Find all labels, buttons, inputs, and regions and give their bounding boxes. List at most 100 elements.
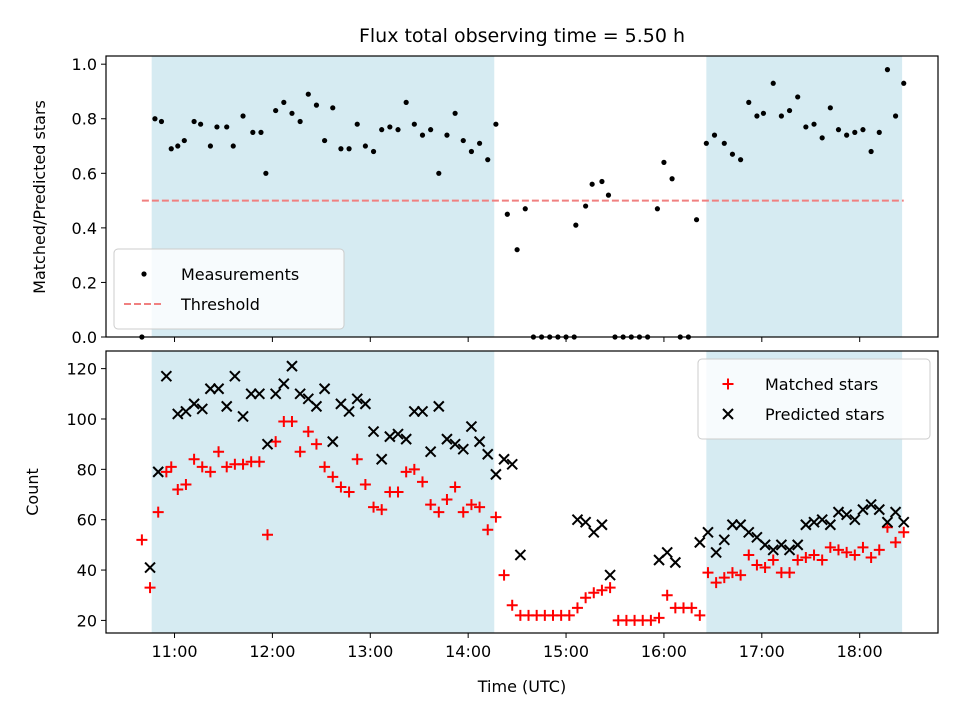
data-point xyxy=(278,378,290,390)
data-point xyxy=(751,559,763,571)
data-point xyxy=(158,118,165,125)
data-point xyxy=(286,360,298,372)
data-point xyxy=(746,99,752,105)
data-point xyxy=(784,567,796,579)
data-point xyxy=(811,121,817,127)
data-point xyxy=(803,124,809,130)
data-point xyxy=(302,426,314,438)
data-point xyxy=(240,113,246,119)
data-point xyxy=(579,516,592,528)
data-point xyxy=(849,549,861,561)
data-point xyxy=(188,453,200,465)
data-point xyxy=(844,132,850,138)
ratio-panel: 0.0 0.2 0.4 0.6 0.8 1.0 Measurements Threshold xyxy=(72,55,939,347)
data-point xyxy=(230,143,236,149)
legend-label: Threshold xyxy=(180,295,260,314)
data-point xyxy=(172,408,184,420)
data-point xyxy=(319,461,331,473)
data-point xyxy=(416,405,429,418)
legend: Matched stars Predicted stars xyxy=(697,358,931,440)
axes-frame xyxy=(105,350,939,634)
data-point xyxy=(457,443,469,455)
data-point xyxy=(221,461,233,473)
data-point xyxy=(214,124,220,130)
data-point xyxy=(702,567,714,579)
data-point xyxy=(693,217,700,223)
data-point xyxy=(289,110,295,116)
data-point xyxy=(400,433,412,445)
data-point xyxy=(824,519,837,531)
data-point xyxy=(901,80,907,86)
data-point xyxy=(754,113,760,119)
x-tick-label: 13:00 xyxy=(347,642,393,661)
data-point xyxy=(416,476,428,488)
series-matched-stars xyxy=(136,416,910,626)
data-point xyxy=(457,506,469,518)
data-point xyxy=(504,211,510,217)
legend-marker xyxy=(722,378,734,390)
data-point xyxy=(370,148,377,155)
data-point xyxy=(310,438,322,450)
data-point xyxy=(343,486,355,498)
data-point xyxy=(669,556,682,569)
data-point xyxy=(498,453,510,465)
data-point xyxy=(305,91,311,97)
data-point xyxy=(661,589,673,601)
data-point xyxy=(212,383,225,395)
data-point xyxy=(424,446,437,458)
data-point xyxy=(474,501,486,513)
data-point xyxy=(873,544,885,556)
data-point xyxy=(786,107,793,114)
data-point xyxy=(286,416,298,427)
data-point xyxy=(792,554,804,566)
data-point xyxy=(433,506,445,518)
data-point xyxy=(514,549,527,561)
data-point xyxy=(840,508,853,521)
data-point xyxy=(726,519,739,531)
legend-label: Predicted stars xyxy=(765,405,885,424)
data-point xyxy=(703,140,709,146)
x-axis-label: Time (UTC) xyxy=(477,677,566,696)
data-point xyxy=(816,513,828,526)
data-point xyxy=(188,398,200,410)
data-point xyxy=(890,536,902,548)
data-point xyxy=(250,129,256,135)
data-point xyxy=(136,534,148,546)
data-point xyxy=(152,116,158,122)
data-point xyxy=(322,137,328,144)
data-point xyxy=(743,549,755,561)
data-point xyxy=(892,113,899,119)
data-point xyxy=(343,405,355,418)
data-point xyxy=(281,99,287,105)
data-point xyxy=(449,481,461,493)
data-point xyxy=(436,170,442,176)
data-point xyxy=(852,129,858,135)
data-point xyxy=(718,572,730,584)
data-point xyxy=(506,599,518,611)
data-point xyxy=(269,388,282,400)
data-point xyxy=(338,146,344,152)
data-point xyxy=(168,146,174,152)
data-point xyxy=(795,94,801,100)
data-point xyxy=(596,519,608,531)
data-point xyxy=(873,503,885,516)
data-point xyxy=(253,388,266,400)
data-point xyxy=(857,541,869,553)
data-point xyxy=(605,192,612,198)
data-point xyxy=(661,159,667,165)
data-point xyxy=(729,151,736,157)
axes-frame xyxy=(105,55,939,338)
data-point xyxy=(351,453,363,465)
data-point xyxy=(441,433,453,445)
data-point xyxy=(395,127,401,133)
data-point xyxy=(783,544,796,556)
data-point xyxy=(800,519,812,531)
x-tick-label: 12:00 xyxy=(249,642,295,661)
data-point xyxy=(351,393,363,405)
data-point xyxy=(898,516,910,528)
data-point xyxy=(791,539,804,551)
data-point xyxy=(694,536,706,549)
data-point xyxy=(152,466,164,478)
data-point xyxy=(482,524,494,536)
